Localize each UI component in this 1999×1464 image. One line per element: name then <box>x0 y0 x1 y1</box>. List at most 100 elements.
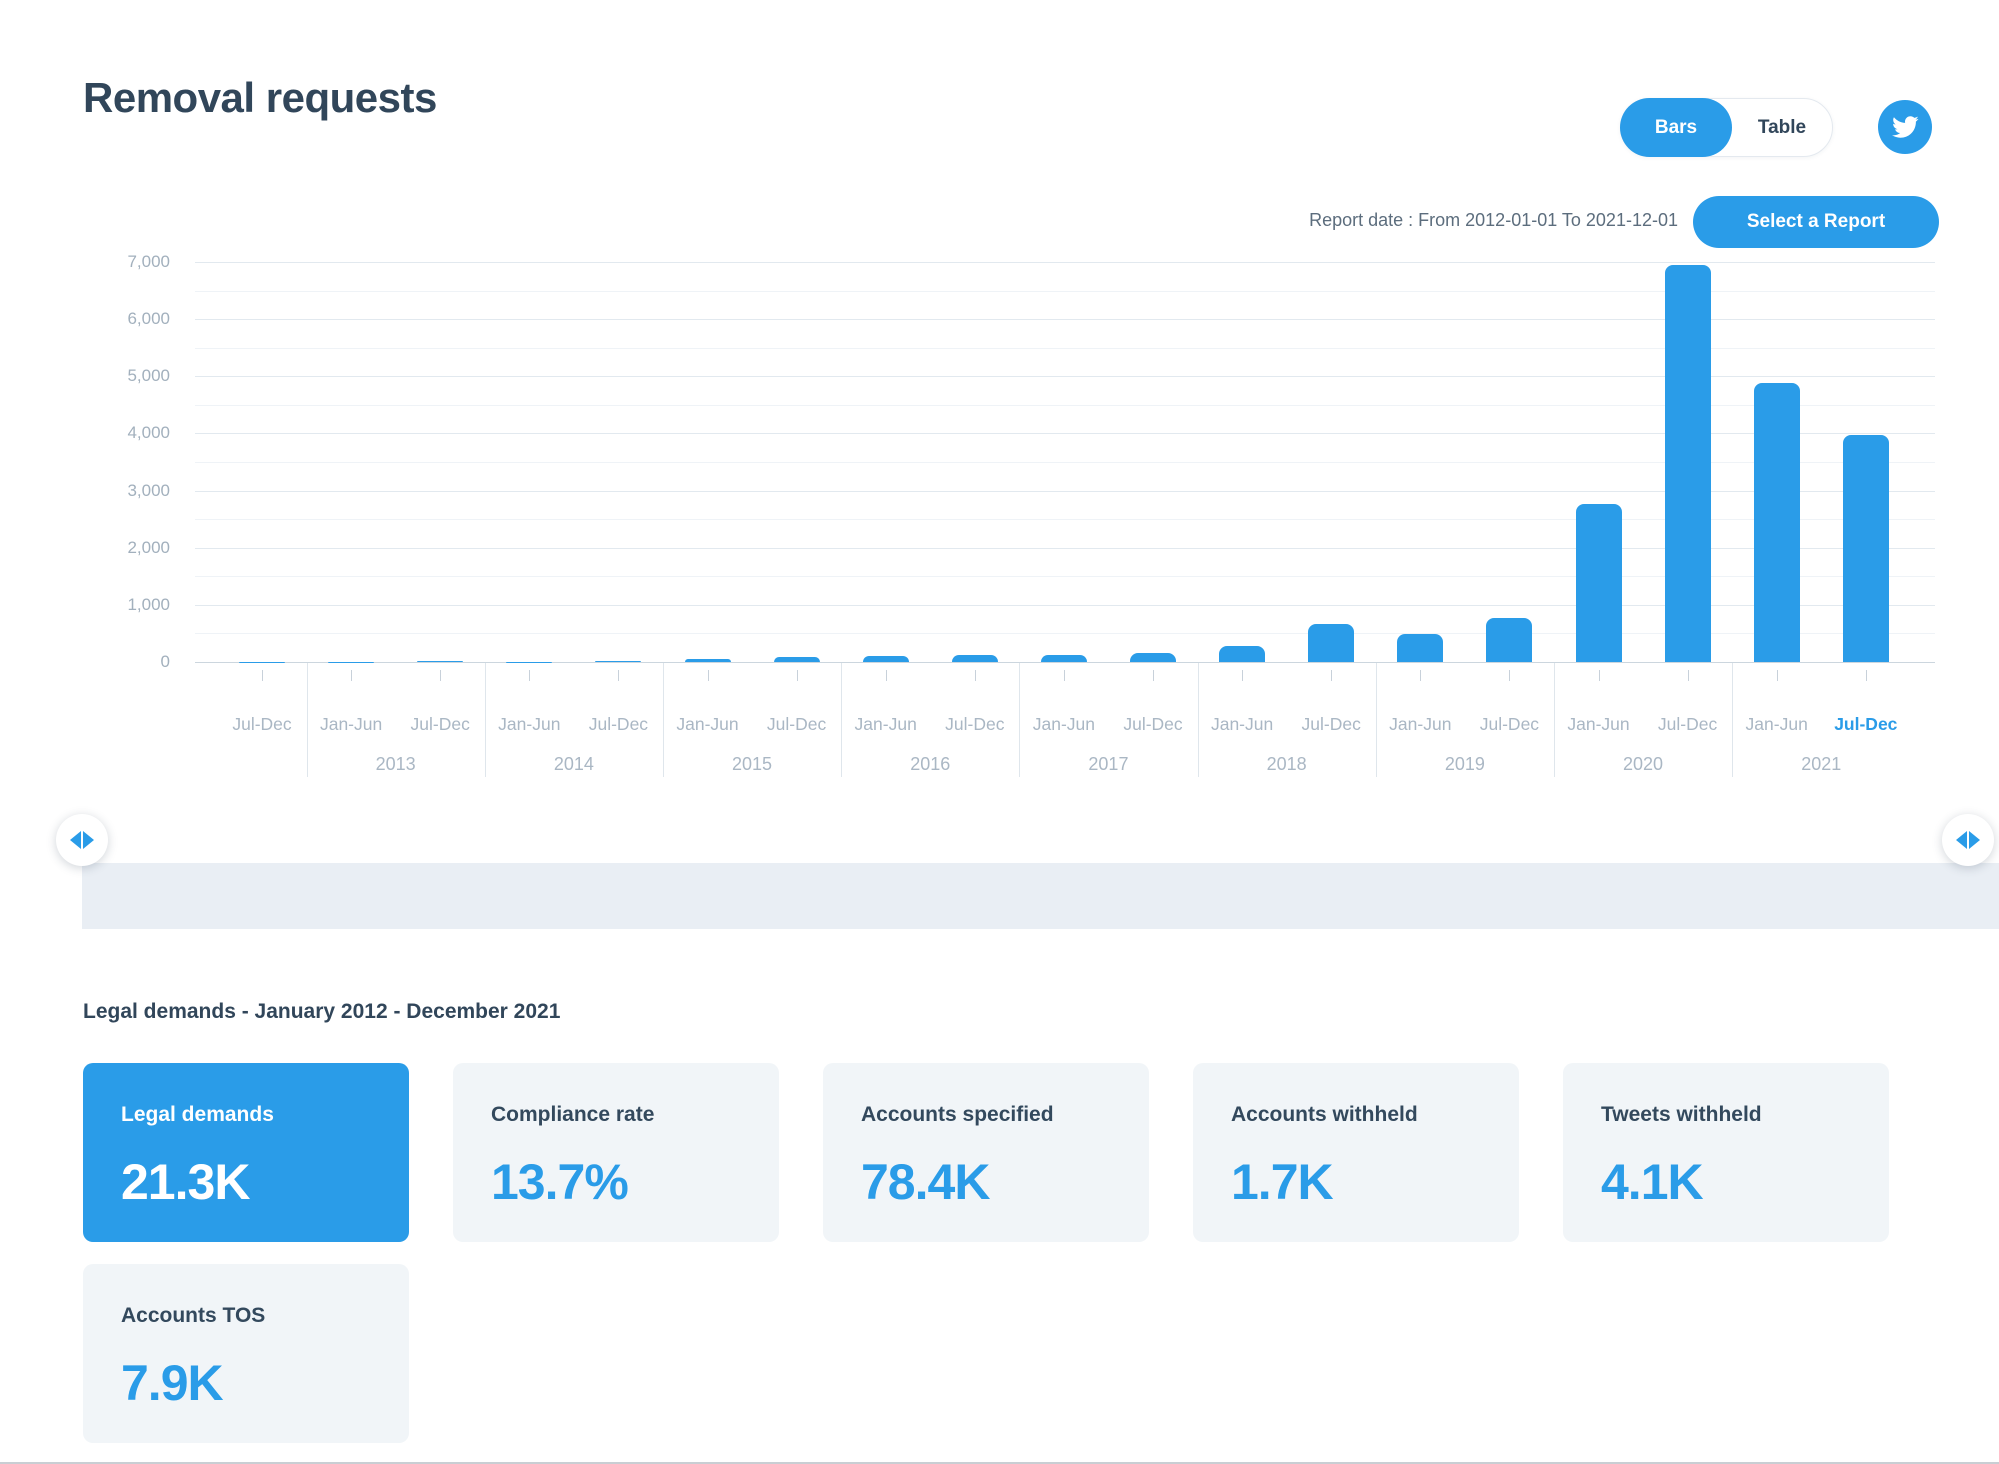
toggle-table-button[interactable]: Table <box>1757 116 1807 138</box>
toggle-bars-button[interactable]: Bars <box>1620 98 1732 157</box>
bar-Jul-Dec-2014[interactable] <box>595 660 642 662</box>
scroll-left-right-icon <box>1956 831 1980 849</box>
year-divider <box>306 663 308 777</box>
y-tick-label: 0 <box>160 652 170 671</box>
gridline <box>195 433 1935 435</box>
year-label-2016: 2016 <box>910 754 951 774</box>
period-label-Jan-Jun-2018: Jan-Jun <box>1210 714 1274 734</box>
gridline <box>195 376 1935 378</box>
bar-chart-plot-area <box>195 262 1935 663</box>
x-axis-line <box>195 662 1935 663</box>
bar-Jul-Dec-2018[interactable] <box>1308 623 1355 662</box>
gridline <box>195 404 1935 406</box>
bar-Jul-Dec-2017[interactable] <box>1130 652 1176 662</box>
year-label-2015: 2015 <box>732 754 773 774</box>
gridline <box>195 347 1935 349</box>
bar-Jan-Jun-2017[interactable] <box>1040 655 1087 662</box>
period-label-Jan-Jun-2019: Jan-Jun <box>1389 714 1452 734</box>
period-label-Jul-Dec-2020: Jul-Dec <box>1657 714 1718 734</box>
bar-Jan-Jun-2015[interactable] <box>684 659 731 662</box>
gridline <box>195 290 1935 292</box>
gridline <box>195 547 1935 549</box>
x-tick-mark <box>1776 670 1778 681</box>
x-tick-mark <box>707 670 709 681</box>
stat-card-label: Accounts specified <box>861 1103 1054 1126</box>
x-tick-mark <box>885 670 887 681</box>
year-label-2013: 2013 <box>375 754 416 774</box>
scroll-left-right-icon <box>70 831 94 849</box>
stat-card-accounts-specified[interactable]: Accounts specified 78.4K <box>823 1063 1149 1242</box>
stat-card-tweets-withheld[interactable]: Tweets withheld 4.1K <box>1563 1063 1889 1242</box>
report-date-range: Report date : From 2012-01-01 To 2021-12… <box>1309 210 1678 230</box>
stat-card-accounts-tos[interactable]: Accounts TOS 7.9K <box>83 1264 409 1443</box>
year-label-2020: 2020 <box>1623 754 1664 774</box>
gridline <box>195 633 1935 635</box>
y-tick-label: 2,000 <box>127 537 170 557</box>
x-tick-mark <box>1331 670 1333 681</box>
gridline <box>195 604 1935 606</box>
bar-Jan-Jun-2016[interactable] <box>862 656 909 662</box>
scrollbar-right-button[interactable] <box>1942 814 1994 866</box>
period-label-Jan-Jun-2015: Jan-Jun <box>676 714 739 734</box>
period-label-Jul-Dec-2017: Jul-Dec <box>1123 714 1183 734</box>
time-range-scrollbar-track[interactable] <box>82 863 1999 929</box>
x-tick-mark <box>1420 670 1422 681</box>
twitter-share-button[interactable] <box>1878 100 1932 154</box>
select-report-button[interactable]: Select a Report <box>1693 196 1939 248</box>
bar-Jul-Dec-2013[interactable] <box>417 661 464 662</box>
summary-section-title: Legal demands - January 2012 - December … <box>83 1000 561 1023</box>
y-tick-label: 4,000 <box>127 423 170 443</box>
y-axis-labels: 0 1,000 2,000 3,000 4,000 5,000 6,000 7,000 <box>40 252 170 671</box>
x-axis: Jul-Dec Jan-Jun Jul-Dec Jan-Jun Jul-Dec Jan-J… <box>195 662 1935 787</box>
stat-card-compliance-rate[interactable]: Compliance rate 13.7% <box>453 1063 779 1242</box>
period-label-Jul-Dec-2016: Jul-Dec <box>945 714 1005 734</box>
stat-card-label: Accounts TOS <box>121 1304 266 1327</box>
bar-Jan-Jun-2020[interactable] <box>1575 504 1622 662</box>
bar-Jan-Jun-2019[interactable] <box>1397 634 1444 662</box>
scrollbar-left-button[interactable] <box>56 814 108 866</box>
period-label-Jan-Jun-2013: Jan-Jun <box>319 714 383 734</box>
period-label-Jan-Jun-2017: Jan-Jun <box>1032 714 1096 734</box>
summary-cards: Legal demands 21.3K Compliance rate 13.7% Ac… <box>83 1063 1889 1443</box>
y-tick-label: 7,000 <box>127 252 170 271</box>
bar-Jan-Jun-2018[interactable] <box>1219 646 1266 662</box>
period-label-Jul-Dec-2012: Jul-Dec <box>232 714 292 734</box>
bar-Jul-Dec-2020[interactable] <box>1664 264 1711 662</box>
stat-card-value: 21.3K <box>121 1154 250 1210</box>
y-tick-label: 6,000 <box>127 309 170 329</box>
year-label-2017: 2017 <box>1088 754 1129 774</box>
year-label-2014: 2014 <box>553 754 594 774</box>
y-tick-label: 1,000 <box>127 594 170 614</box>
twitter-bird-icon <box>1891 113 1919 141</box>
stat-card-label: Tweets withheld <box>1601 1103 1762 1126</box>
year-label-2019: 2019 <box>1444 754 1485 774</box>
year-divider <box>1197 663 1199 777</box>
stat-card-value: 13.7% <box>491 1154 629 1210</box>
year-divider <box>1019 663 1021 777</box>
gridline <box>195 490 1935 492</box>
bars-table-toggle[interactable]: Bars Table <box>1620 98 1833 157</box>
bar-Jul-Dec-2019[interactable] <box>1486 617 1533 662</box>
stat-card-value: 7.9K <box>121 1355 224 1411</box>
period-label-Jan-Jun-2016: Jan-Jun <box>854 714 917 734</box>
page-title: Removal requests <box>83 74 437 121</box>
year-divider <box>1553 663 1555 777</box>
bar-Jul-Dec-2016[interactable] <box>951 655 998 662</box>
x-tick-mark <box>529 670 531 681</box>
bar-Jul-Dec-2021[interactable] <box>1842 435 1889 662</box>
x-tick-mark <box>796 670 798 681</box>
stat-card-value: 1.7K <box>1231 1154 1334 1210</box>
bar-Jul-Dec-2015[interactable] <box>773 657 820 662</box>
stat-card-accounts-withheld[interactable]: Accounts withheld 1.7K <box>1193 1063 1519 1242</box>
year-divider <box>662 663 664 777</box>
bar-Jan-Jun-2021[interactable] <box>1753 382 1800 662</box>
stat-card-legal-demands[interactable]: Legal demands 21.3K <box>83 1063 409 1242</box>
year-divider <box>1732 663 1734 777</box>
gridline <box>195 519 1935 521</box>
y-tick-label: 3,000 <box>127 480 170 500</box>
year-divider <box>841 663 843 777</box>
stat-card-label: Compliance rate <box>491 1103 655 1126</box>
period-label-Jan-Jun-2020: Jan-Jun <box>1567 714 1630 734</box>
x-tick-mark <box>974 670 976 681</box>
period-label-Jan-Jun-2021: Jan-Jun <box>1745 714 1808 734</box>
